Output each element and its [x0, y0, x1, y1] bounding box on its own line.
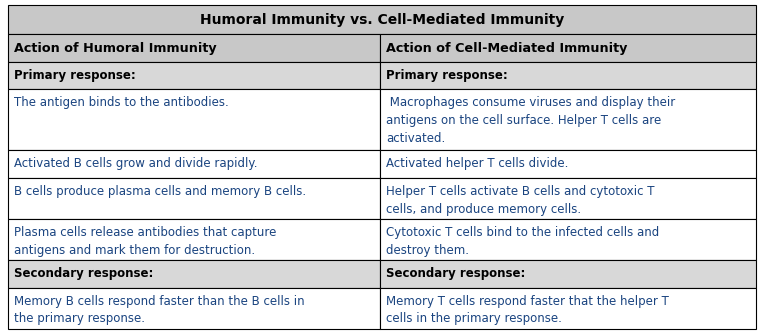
Bar — [8, 288, 380, 329]
Bar — [8, 5, 756, 34]
Text: Helper T cells activate B cells and cytotoxic T: Helper T cells activate B cells and cyto… — [386, 185, 654, 198]
Text: Secondary response:: Secondary response: — [386, 267, 525, 280]
Bar — [8, 150, 380, 178]
Bar — [380, 219, 756, 260]
Bar — [8, 260, 380, 288]
Text: Primary response:: Primary response: — [386, 69, 507, 82]
Text: destroy them.: destroy them. — [386, 244, 469, 257]
Text: antigens and mark them for destruction.: antigens and mark them for destruction. — [14, 244, 255, 257]
Bar — [380, 90, 756, 150]
Text: B cells produce plasma cells and memory B cells.: B cells produce plasma cells and memory … — [14, 185, 306, 198]
Text: the primary response.: the primary response. — [14, 313, 145, 325]
Bar — [380, 62, 756, 90]
Bar — [8, 219, 380, 260]
Bar — [8, 178, 380, 219]
Text: Cytotoxic T cells bind to the infected cells and: Cytotoxic T cells bind to the infected c… — [386, 226, 659, 239]
Bar — [8, 90, 380, 150]
Text: Activated helper T cells divide.: Activated helper T cells divide. — [386, 157, 568, 170]
Text: Activated B cells grow and divide rapidly.: Activated B cells grow and divide rapidl… — [14, 157, 257, 170]
Text: Primary response:: Primary response: — [14, 69, 136, 82]
Bar — [380, 34, 756, 62]
Text: Humoral Immunity vs. Cell-Mediated Immunity: Humoral Immunity vs. Cell-Mediated Immun… — [200, 13, 564, 27]
Text: cells in the primary response.: cells in the primary response. — [386, 313, 562, 325]
Text: Macrophages consume viruses and display their: Macrophages consume viruses and display … — [386, 97, 675, 110]
Text: cells, and produce memory cells.: cells, and produce memory cells. — [386, 202, 581, 215]
Text: Memory B cells respond faster than the B cells in: Memory B cells respond faster than the B… — [14, 295, 305, 308]
Text: Memory T cells respond faster that the helper T: Memory T cells respond faster that the h… — [386, 295, 668, 308]
Text: The antigen binds to the antibodies.: The antigen binds to the antibodies. — [14, 97, 228, 110]
Bar — [380, 288, 756, 329]
Bar — [8, 34, 380, 62]
Text: antigens on the cell surface. Helper T cells are: antigens on the cell surface. Helper T c… — [386, 114, 661, 127]
Bar — [380, 178, 756, 219]
Text: activated.: activated. — [386, 132, 445, 145]
Text: Plasma cells release antibodies that capture: Plasma cells release antibodies that cap… — [14, 226, 277, 239]
Bar — [8, 62, 380, 90]
Bar — [380, 260, 756, 288]
Text: Secondary response:: Secondary response: — [14, 267, 154, 280]
Bar — [380, 150, 756, 178]
Text: Action of Humoral Immunity: Action of Humoral Immunity — [14, 42, 217, 55]
Text: Action of Cell-Mediated Immunity: Action of Cell-Mediated Immunity — [386, 42, 627, 55]
